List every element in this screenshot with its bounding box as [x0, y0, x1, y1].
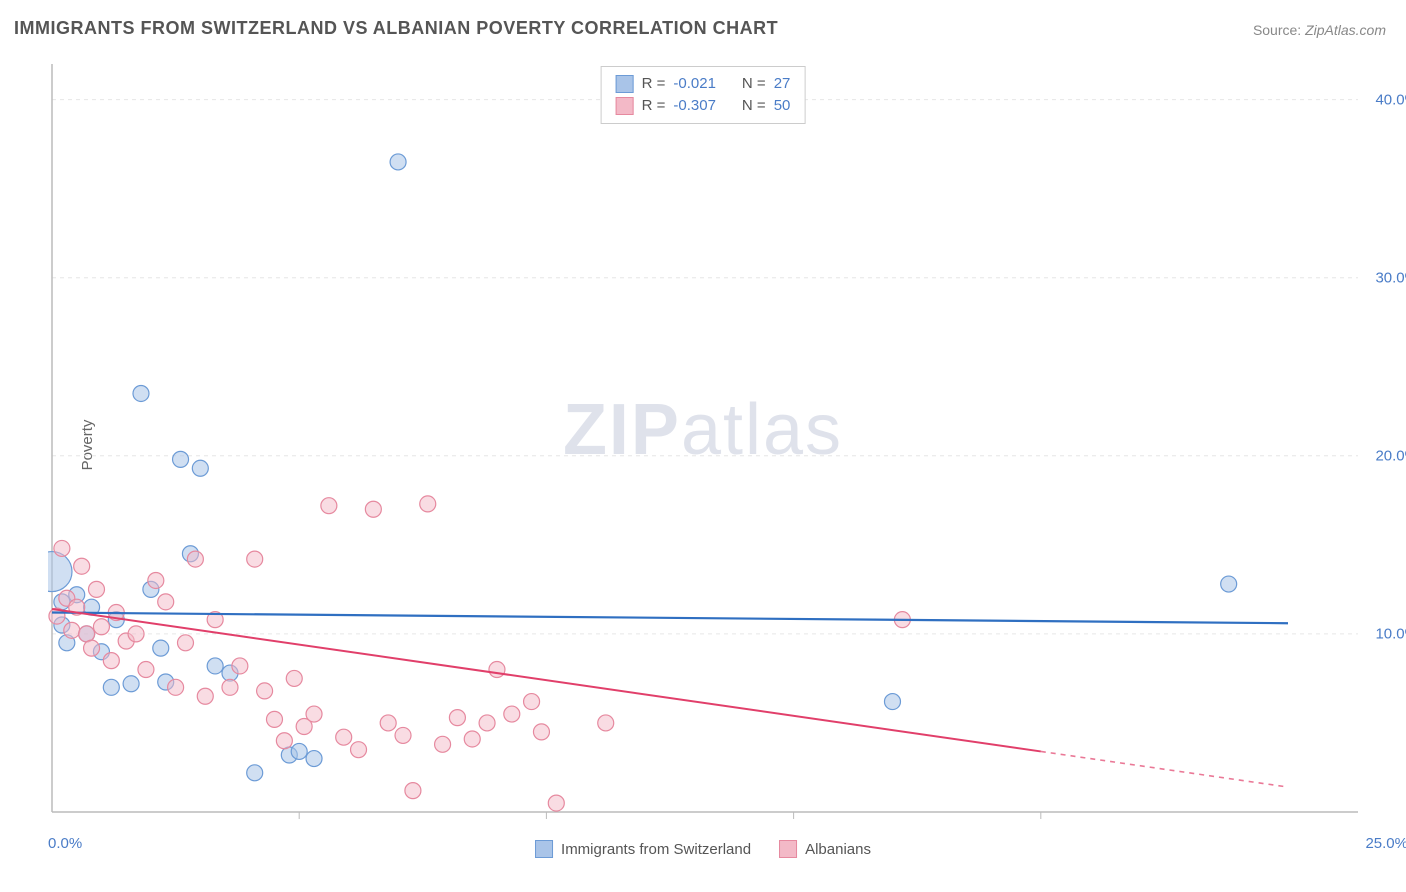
r-value-series-1: -0.307	[673, 95, 716, 117]
chart-svg	[48, 60, 1358, 830]
legend-series: Immigrants from Switzerland Albanians	[535, 840, 871, 858]
n-value-series-0: 27	[774, 73, 791, 95]
legend-stats-row: R = -0.021 N = 27	[616, 73, 791, 95]
n-label: N =	[742, 95, 766, 117]
y-tick: 30.0%	[1375, 269, 1406, 286]
source-value: ZipAtlas.com	[1305, 22, 1386, 38]
legend-stats-row: R = -0.307 N = 50	[616, 95, 791, 117]
legend-item-series-0: Immigrants from Switzerland	[535, 840, 751, 858]
legend-item-series-1: Albanians	[779, 840, 871, 858]
r-label: R =	[642, 73, 666, 95]
y-tick: 20.0%	[1375, 447, 1406, 464]
y-tick: 40.0%	[1375, 91, 1406, 108]
r-value-series-0: -0.021	[673, 73, 716, 95]
legend-swatch-series-0	[535, 840, 553, 858]
legend-swatch-series-1	[779, 840, 797, 858]
legend-swatch-series-0	[616, 75, 634, 93]
r-label: R =	[642, 95, 666, 117]
n-value-series-1: 50	[774, 95, 791, 117]
source-attribution: Source: ZipAtlas.com	[1253, 22, 1386, 38]
chart-title: IMMIGRANTS FROM SWITZERLAND VS ALBANIAN …	[14, 18, 778, 39]
chart-container: IMMIGRANTS FROM SWITZERLAND VS ALBANIAN …	[0, 0, 1406, 892]
scatter-chart: Poverty ZIPatlas R = -0.021 N = 27 R = -…	[48, 60, 1358, 830]
source-label: Source:	[1253, 22, 1301, 38]
y-tick: 10.0%	[1375, 625, 1406, 642]
x-tick-min: 0.0%	[48, 835, 82, 852]
legend-stats: R = -0.021 N = 27 R = -0.307 N = 50	[601, 66, 806, 124]
legend-label-series-1: Albanians	[805, 841, 871, 858]
legend-label-series-0: Immigrants from Switzerland	[561, 841, 751, 858]
legend-swatch-series-1	[616, 97, 634, 115]
n-label: N =	[742, 73, 766, 95]
x-tick-max: 25.0%	[1365, 835, 1406, 852]
